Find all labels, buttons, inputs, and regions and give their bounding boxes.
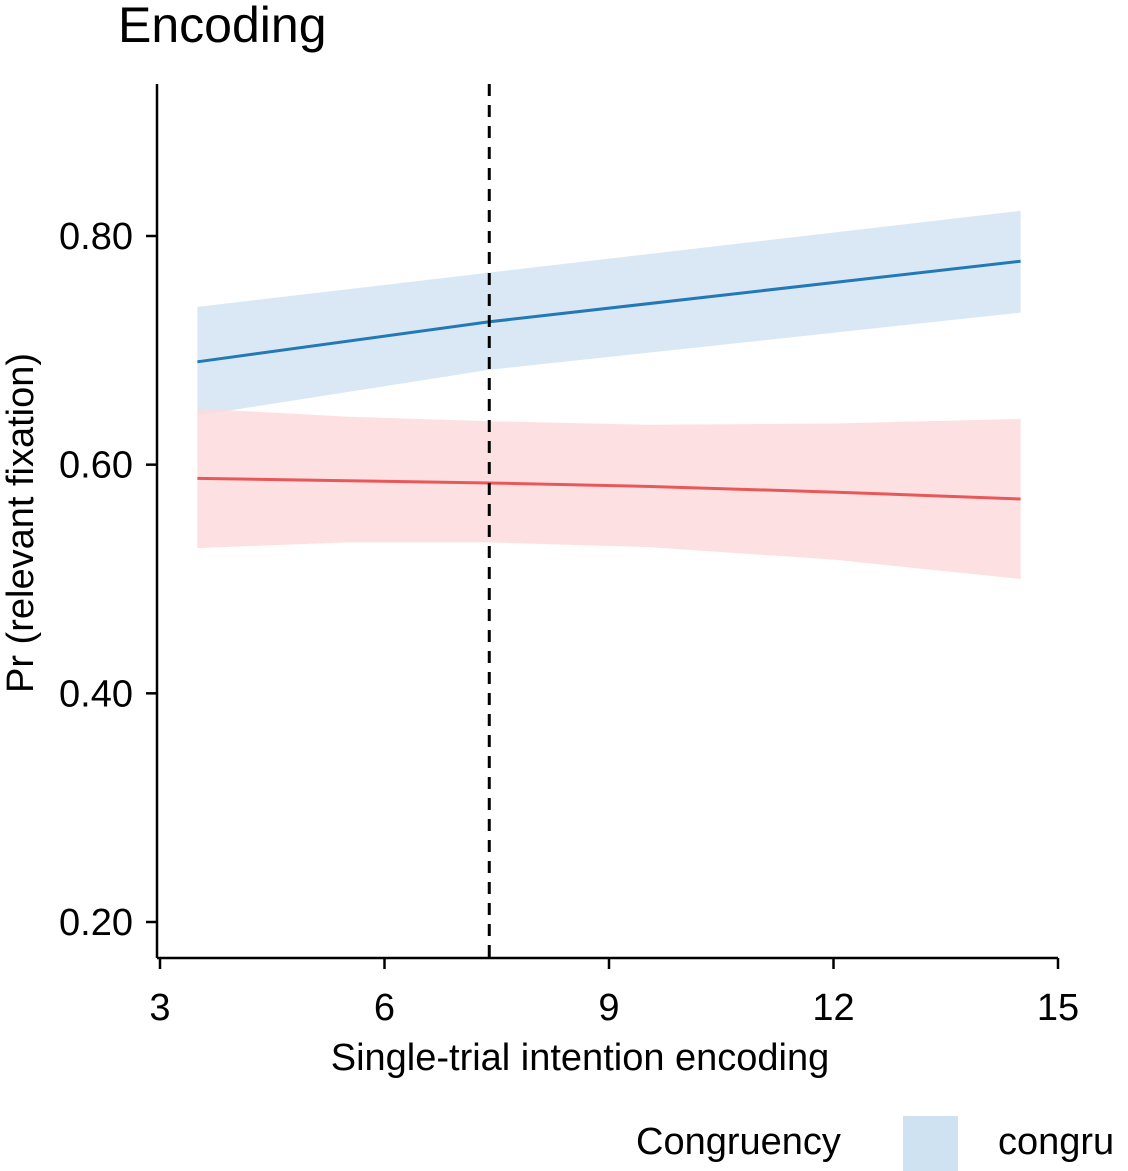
legend: Congruency congru	[636, 1116, 1114, 1171]
y-tick-label: 0.40	[59, 673, 133, 715]
line-incongruent	[197, 476, 1021, 501]
legend-label-congruent: congru	[998, 1121, 1114, 1163]
x-tick-label: 12	[812, 987, 854, 1029]
x-tick-label: 9	[598, 987, 619, 1029]
band-congruent	[197, 210, 1021, 416]
y-axis-label: Pr (relevant fixation)	[0, 353, 42, 693]
y-tick-label: 0.80	[59, 216, 133, 258]
legend-swatch-congruent	[903, 1116, 958, 1171]
x-tick-label: 3	[149, 987, 170, 1029]
x-axis-ticks: 3 6 9 12 15	[149, 958, 1079, 1029]
chart-title: Encoding	[118, 0, 327, 53]
y-tick-label: 0.20	[59, 902, 133, 944]
x-axis-label: Single-trial intention encoding	[331, 1037, 830, 1079]
band-incongruent	[197, 408, 1021, 579]
confidence-bands	[197, 210, 1021, 579]
x-tick-label: 15	[1037, 987, 1079, 1029]
y-tick-label: 0.60	[59, 445, 133, 487]
y-axis-ticks: 0.20 0.40 0.60 0.80	[59, 216, 157, 944]
x-tick-label: 6	[374, 987, 395, 1029]
legend-title: Congruency	[636, 1121, 841, 1163]
